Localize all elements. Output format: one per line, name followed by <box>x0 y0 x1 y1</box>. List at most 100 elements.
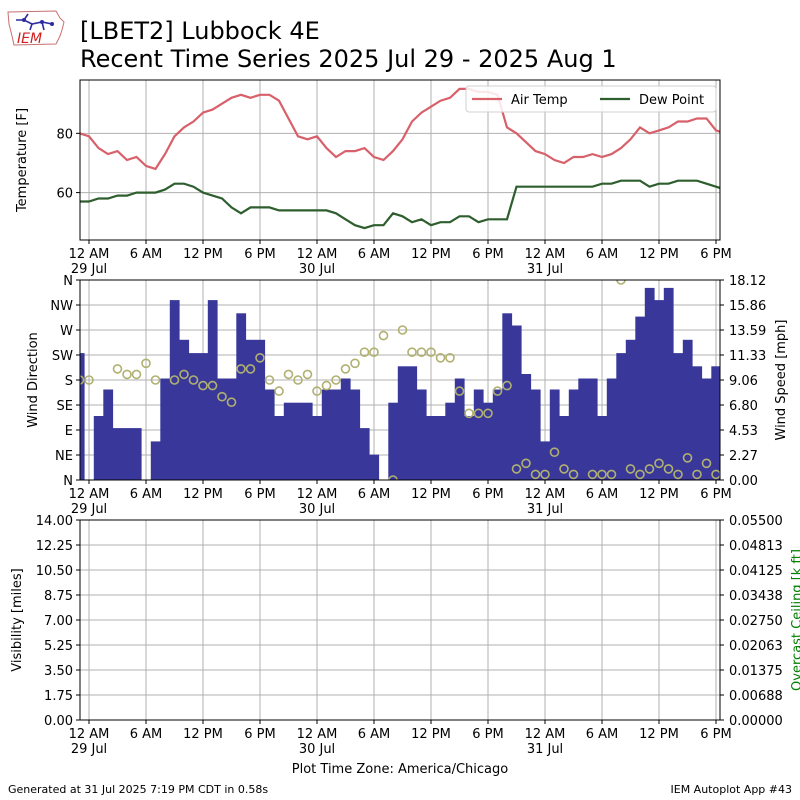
wind-x-date-label: 30 Jul <box>299 502 335 517</box>
wind-speed-bar <box>502 313 513 480</box>
logo-text: IEM <box>17 31 42 47</box>
wind-x-tick-label: 6 AM <box>586 487 619 502</box>
wind-direction-point <box>673 469 683 480</box>
ceiling-tick-label: 0.03438 <box>729 589 783 604</box>
wind-speed-bar <box>293 402 304 480</box>
ceiling-tick-label: 0.04125 <box>729 564 783 579</box>
wind-speed-bar <box>226 378 237 480</box>
temp-x-tick-label: 6 AM <box>586 247 619 262</box>
wind-speed-bar <box>122 428 133 480</box>
wind-speed-tick-label: 13.59 <box>729 324 766 339</box>
ceiling-tick-label: 0.02750 <box>729 614 783 629</box>
ceiling-tick-label: 0.00000 <box>729 714 783 729</box>
wind-direction-point <box>579 270 587 278</box>
chart-title-line2: Recent Time Series 2025 Jul 29 - 2025 Au… <box>80 45 617 73</box>
wind-speed-bar <box>511 325 522 480</box>
wind-direction-point <box>435 352 446 363</box>
timezone-label: Plot Time Zone: America/Chicago <box>291 762 509 777</box>
wind-x-tick-label: 6 PM <box>700 487 731 502</box>
wind-speed-bar <box>188 353 199 480</box>
wind-speed-bar <box>578 378 589 480</box>
wind-direction-point <box>112 364 123 374</box>
wind-speed-bar <box>426 416 437 480</box>
wind-speed-bar <box>663 287 674 480</box>
wind-direction-point <box>255 352 265 363</box>
wind-speed-bar <box>711 366 720 480</box>
wind-direction-point <box>226 397 237 408</box>
series-line-dew-point <box>80 179 720 230</box>
wind-speed-bar <box>217 378 228 480</box>
wind-direction-point <box>283 369 294 380</box>
wind-direction-point <box>407 347 417 358</box>
wind-speed-bar <box>80 353 85 480</box>
wind-speed-tick-label: 6.80 <box>729 399 758 414</box>
wind-speed-bar <box>530 389 541 480</box>
wind-speed-axis-label: Wind Speed [mph] <box>774 320 789 441</box>
wind-direction-point <box>635 469 645 480</box>
temp-x-date-label: 31 Jul <box>527 262 563 277</box>
wind-direction-point <box>587 469 598 480</box>
wind-direction-point <box>416 347 427 358</box>
vis-x-date-label: 29 Jul <box>71 742 107 757</box>
wind-speed-bar <box>483 402 494 480</box>
wind-speed-bar <box>464 416 475 480</box>
visibility-tick-label: 8.75 <box>44 589 73 604</box>
wind-speed-bar <box>198 353 209 480</box>
wind-direction-point <box>454 386 465 396</box>
wind-speed-bar <box>93 416 104 480</box>
wind-speed-tick-label: 18.12 <box>729 274 766 289</box>
wind-speed-bar <box>388 402 399 480</box>
vis-x-tick-label: 6 AM <box>130 727 163 742</box>
wind-direction-point <box>549 447 560 458</box>
vis-x-date-label: 31 Jul <box>527 742 563 757</box>
temp-x-date-label: 30 Jul <box>299 262 335 277</box>
wind-x-date-label: 31 Jul <box>527 502 563 517</box>
wind-direction-point <box>625 464 636 474</box>
wind-direction-point <box>701 458 712 469</box>
wind-speed-bar <box>559 416 570 480</box>
wind-speed-bar <box>521 374 532 480</box>
vis-x-tick-label: 6 PM <box>472 727 503 742</box>
vis-frame <box>79 519 721 721</box>
wind-direction-point <box>502 380 512 391</box>
legend-label: Air Temp <box>511 93 568 108</box>
wind-direction-point <box>473 408 484 419</box>
wind-speed-bar <box>112 428 123 480</box>
wind-direction-tick-label: S <box>65 374 73 389</box>
wind-direction-point <box>511 464 522 474</box>
legend-box <box>465 85 717 113</box>
wind-direction-point <box>188 375 199 385</box>
wind-x-tick-label: 12 AM <box>297 487 338 502</box>
wind-direction-point <box>84 375 94 385</box>
temp-x-tick-label: 12 AM <box>297 247 338 262</box>
ceiling-tick-label: 0.04813 <box>729 539 783 554</box>
wind-speed-bar <box>625 339 636 480</box>
wind-direction-point <box>616 280 626 285</box>
wind-x-date-label: 29 Jul <box>71 502 107 517</box>
wind-direction-point <box>198 380 208 391</box>
wind-direction-point <box>426 347 436 358</box>
iem-logo: IEM <box>7 10 65 47</box>
wind-direction-point <box>369 347 379 358</box>
wind-direction-point <box>682 452 693 463</box>
wind-speed-bar <box>369 454 380 480</box>
wind-direction-point <box>169 375 180 385</box>
wind-direction-point <box>521 458 531 469</box>
wind-direction-tick-label: N <box>63 274 73 289</box>
wind-direction-point <box>141 358 151 369</box>
wind-speed-bar <box>445 402 456 480</box>
wind-direction-point <box>207 380 218 391</box>
legend-label: Dew Point <box>639 93 704 108</box>
wind-speed-bar <box>340 378 351 480</box>
temp-frame <box>79 79 721 241</box>
wind-speed-bar <box>255 339 266 480</box>
wind-x-tick-label: 6 PM <box>244 487 275 502</box>
wind-speed-bar <box>264 389 275 480</box>
wind-speed-tick-label: 2.27 <box>729 449 758 464</box>
wind-speed-bar <box>312 416 323 480</box>
wind-direction-point <box>245 364 256 374</box>
wind-speed-bar <box>416 389 427 480</box>
temp-x-tick-label: 12 PM <box>639 247 679 262</box>
wind-speed-tick-label: 11.33 <box>729 349 766 364</box>
